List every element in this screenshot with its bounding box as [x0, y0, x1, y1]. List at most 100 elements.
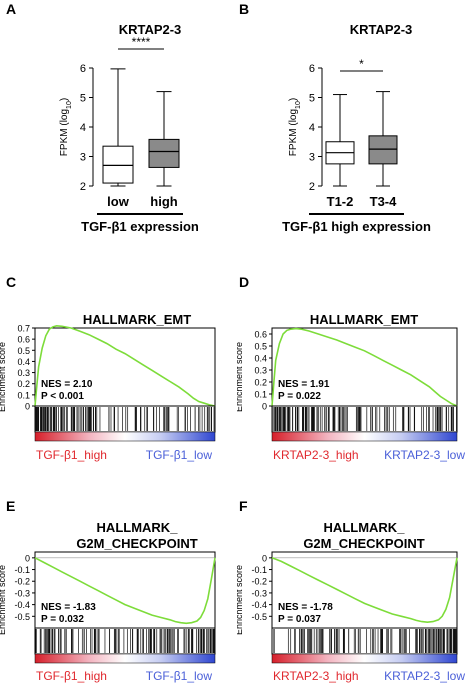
- enrichment-curve: [271, 327, 458, 407]
- y-tick-label: 0.6: [17, 335, 30, 345]
- y-tick-label: 5: [309, 93, 315, 105]
- y-tick-label: 0.5: [17, 346, 30, 356]
- rank-gradient-bar: [34, 653, 216, 664]
- p-value: P = 0.022: [278, 391, 321, 402]
- hit-lines: [34, 407, 215, 431]
- panel-label: B: [239, 1, 250, 17]
- panel-label: E: [6, 498, 16, 514]
- rank-gradient-bar: [34, 431, 216, 442]
- x-tick-label: low: [107, 194, 130, 209]
- enrichment-plot: 0 -0.1 -0.2-0.3 -0.4 -0.5 Enrichment score NES…: [237, 551, 465, 683]
- y-axis-label: Enrichment score: [237, 565, 244, 635]
- significance-label: ****: [132, 35, 151, 49]
- phenotype-low-label: KRTAP2-3_low: [384, 669, 465, 683]
- enrichment-plot: 0 0.10.20.30.40.50.60.7 Enrichment score NE…: [0, 324, 216, 462]
- y-tick-label: -0.4: [14, 600, 30, 610]
- group-label: TGF-β1 expression: [81, 219, 199, 234]
- y-tick-label: -0.1: [251, 565, 267, 575]
- phenotype-low-label: TGF-β1_low: [146, 448, 213, 462]
- phenotype-high-label: KRTAP2-3_high: [273, 669, 359, 683]
- chart-title: KRTAP2-3: [118, 22, 182, 37]
- hit-lines: [35, 629, 216, 653]
- y-tick-label: -0.4: [251, 600, 267, 610]
- hit-lines: [271, 407, 457, 431]
- y-tick-label: 0: [25, 553, 30, 563]
- box-high: [148, 138, 180, 168]
- chart-title: HALLMARK_EMT: [82, 312, 192, 327]
- group-label: TGF-β1 high expression: [282, 219, 431, 234]
- box-T3-4: [368, 135, 398, 165]
- x-tick-label: T1-2: [327, 194, 354, 209]
- y-tick-label: 3: [309, 152, 315, 164]
- x-tick-label: T3-4: [370, 194, 398, 209]
- y-tick-label: 0.4: [254, 354, 267, 364]
- y-axis-label: Enrichment score: [0, 342, 7, 412]
- nes-value: NES = 2.10: [41, 379, 93, 390]
- y-tick-label: 0.5: [254, 342, 267, 352]
- y-tick-label: -0.3: [14, 588, 30, 598]
- panel-c: C HALLMARK_EMT 0 0.1 0.2 0.3 0.4 0.5 0.6 0.7 Enr…: [0, 272, 237, 472]
- y-tick-label: 3: [80, 152, 86, 164]
- y-tick-label: 0.2: [17, 379, 30, 389]
- y-tick-label: -0.5: [251, 612, 267, 622]
- y-tick-label: -0.5: [14, 612, 30, 622]
- phenotype-high-label: TGF-β1_high: [36, 448, 107, 462]
- chart-title-line-2: G2M_CHECKPOINT: [303, 536, 425, 551]
- chart-title: KRTAP2-3: [349, 22, 413, 37]
- y-tick-label: 0: [25, 402, 30, 412]
- y-tick-label: 0.3: [17, 368, 30, 378]
- enrichment-plot: 0 -0.1 -0.2-0.3 -0.4 -0.5 Enrichment score NES…: [0, 551, 216, 683]
- enrichment-curve: [34, 324, 216, 407]
- panel-label: D: [239, 274, 250, 290]
- panel-b: B KRTAP2-3 2 3 4 5 6 FPKM (log10) T1-2 T3-4 * TGF…: [237, 0, 474, 245]
- y-tick-label: 0.6: [254, 330, 267, 340]
- y-tick-label: -0.2: [251, 577, 267, 587]
- box-plot: 2 3 4 5 6 FPKM (log10) T1-2 T3-4 * TGF-β1 high ex…: [282, 57, 431, 234]
- y-tick-label: 0.4: [17, 357, 30, 367]
- p-value: P = 0.037: [278, 614, 321, 625]
- rank-gradient-bar: [271, 431, 458, 442]
- phenotype-high-label: TGF-β1_high: [36, 669, 107, 683]
- chart-title: HALLMARK_EMT: [309, 312, 419, 327]
- panel-label: F: [239, 498, 248, 514]
- y-tick-label: 6: [80, 63, 86, 75]
- hit-lines: [273, 629, 458, 653]
- y-tick-label: 0: [262, 402, 267, 412]
- y-tick-label: 0.1: [254, 390, 267, 400]
- y-tick-label: 4: [80, 122, 86, 134]
- y-tick-label: -0.1: [14, 565, 30, 575]
- y-tick-label: -0.2: [14, 577, 30, 587]
- chart-title-line-1: HALLMARK_: [96, 520, 178, 535]
- y-axis-label: Enrichment score: [237, 342, 244, 412]
- panel-a: A KRTAP2-3 2 3 4 5 6 FPKM (log10) low high **** T…: [0, 0, 237, 245]
- y-tick-label: 5: [80, 93, 86, 105]
- y-tick-label: -0.3: [251, 588, 267, 598]
- y-tick-label: 0.7: [17, 324, 30, 334]
- y-tick-label: 0.2: [254, 378, 267, 388]
- y-tick-label: 6: [309, 63, 315, 75]
- nes-value: NES = -1.83: [41, 602, 96, 613]
- y-tick-label: 0.3: [254, 366, 267, 376]
- box-plot: 2 3 4 5 6 FPKM (log10) low high **** TGF-β1 expre…: [59, 35, 199, 234]
- phenotype-high-label: KRTAP2-3_high: [273, 448, 359, 462]
- y-axis-label: FPKM (log10): [288, 98, 302, 156]
- nes-value: NES = -1.78: [278, 602, 333, 613]
- phenotype-low-label: TGF-β1_low: [146, 669, 213, 683]
- enrichment-curve: [271, 557, 458, 624]
- y-axis-label: FPKM (log10): [59, 98, 73, 156]
- phenotype-low-label: KRTAP2-3_low: [384, 448, 465, 462]
- p-value: P < 0.001: [41, 391, 84, 402]
- y-tick-label: 0.1: [17, 390, 30, 400]
- rank-gradient-bar: [271, 653, 458, 664]
- nes-value: NES = 1.91: [278, 379, 330, 390]
- x-tick-label: high: [150, 194, 177, 209]
- y-tick-label: 2: [80, 181, 86, 193]
- enrichment-plot: 0 0.1 0.2 0.3 0.4 0.5 0.6 Enrichment score NES =…: [237, 327, 465, 462]
- box-low: [102, 145, 134, 184]
- p-value: P = 0.032: [41, 614, 84, 625]
- chart-title-line-2: G2M_CHECKPOINT: [76, 536, 198, 551]
- y-tick-label: 4: [309, 122, 315, 134]
- panel-label: A: [6, 1, 17, 17]
- panel-e: E HALLMARK_ G2M_CHECKPOINT 0 -0.1 -0.2 -0.3…: [0, 494, 237, 688]
- panel-label: C: [6, 274, 17, 290]
